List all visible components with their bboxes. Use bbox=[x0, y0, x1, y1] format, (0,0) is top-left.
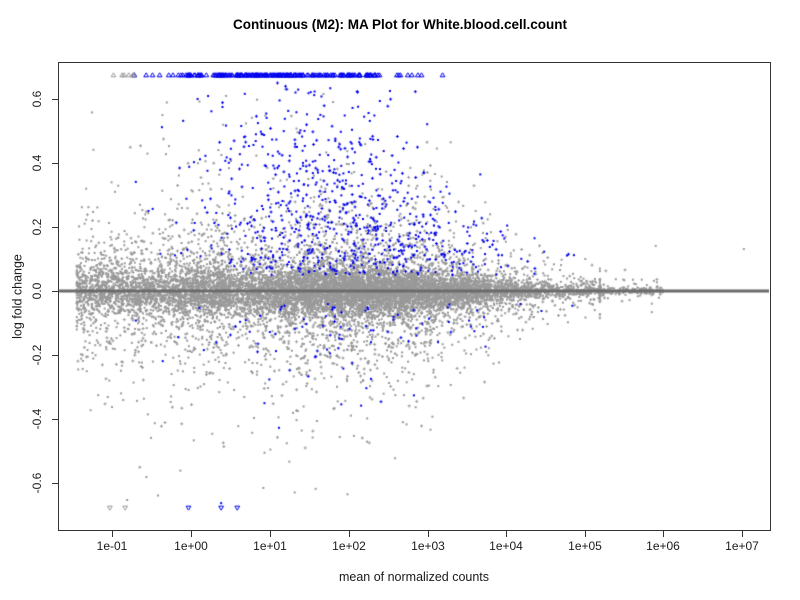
y-tick-label: -0.2 bbox=[30, 344, 44, 366]
x-tick-label: 1e+00 bbox=[174, 539, 208, 553]
x-tick-mark bbox=[191, 531, 192, 537]
plot-title: Continuous (M2): MA Plot for White.blood… bbox=[233, 17, 567, 32]
y-tick-label: 0.6 bbox=[30, 90, 44, 108]
y-tick-mark bbox=[52, 291, 58, 292]
y-tick-label: -0.6 bbox=[30, 472, 44, 494]
x-tick-mark bbox=[270, 531, 271, 537]
x-tick-mark bbox=[585, 531, 586, 537]
y-tick-label: 0.2 bbox=[30, 218, 44, 236]
plot-box bbox=[58, 62, 771, 531]
x-tick-mark bbox=[349, 531, 350, 537]
x-axis-title: mean of normalized counts bbox=[338, 570, 490, 584]
x-tick-label: 1e+07 bbox=[725, 539, 759, 553]
x-tick-label: 1e+05 bbox=[568, 539, 602, 553]
x-tick-mark bbox=[428, 531, 429, 537]
y-tick-mark bbox=[52, 355, 58, 356]
x-tick-label: 1e+02 bbox=[332, 539, 366, 553]
y-tick-label: -0.4 bbox=[30, 408, 44, 430]
x-tick-label: 1e+01 bbox=[253, 539, 287, 553]
x-tick-mark bbox=[663, 531, 664, 537]
x-tick-mark bbox=[742, 531, 743, 537]
x-tick-label: 1e+06 bbox=[646, 539, 680, 553]
y-tick-mark bbox=[52, 227, 58, 228]
x-tick-label: 1e+03 bbox=[411, 539, 445, 553]
y-tick-label: 0.4 bbox=[30, 154, 44, 172]
y-tick-mark bbox=[52, 483, 58, 484]
x-tick-label: 1e-01 bbox=[96, 539, 128, 553]
y-tick-mark bbox=[52, 99, 58, 100]
x-tick-mark bbox=[506, 531, 507, 537]
y-tick-mark bbox=[52, 419, 58, 420]
x-tick-mark bbox=[112, 531, 113, 537]
y-tick-mark bbox=[52, 163, 58, 164]
y-tick-label: 0.0 bbox=[30, 282, 44, 300]
x-tick-label: 1e+04 bbox=[489, 539, 523, 553]
y-axis-title: log fold change bbox=[10, 254, 25, 339]
